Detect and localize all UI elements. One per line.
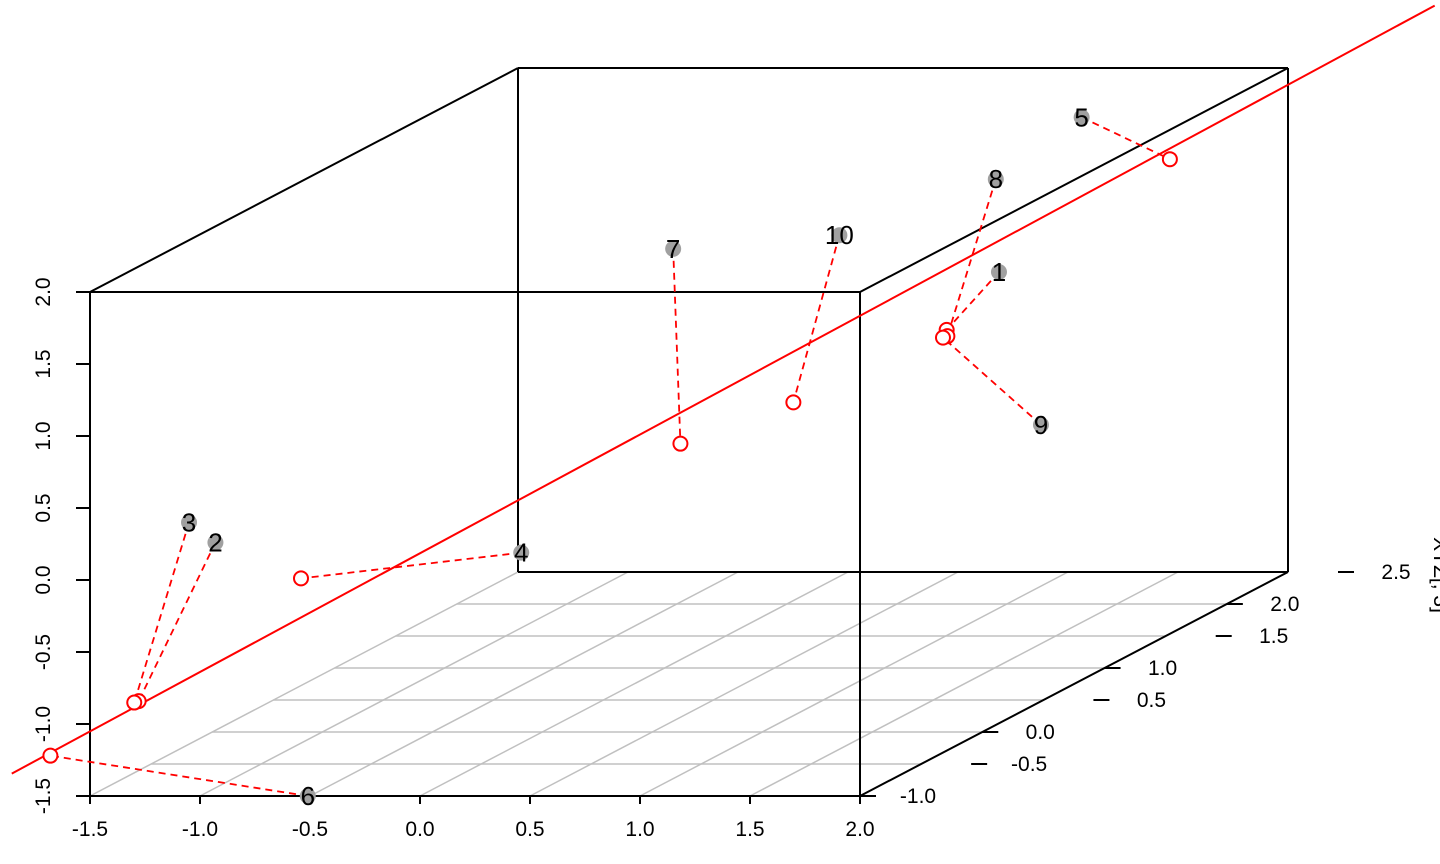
- fitted-points: [42, 151, 1178, 764]
- data-point: [1032, 416, 1049, 433]
- grid-line-x: [749, 571, 1179, 797]
- data-point: [207, 534, 224, 551]
- z-tick-label: 1.5: [32, 349, 55, 378]
- y-tick-label: 0.0: [1026, 721, 1055, 744]
- fitted-point: [785, 394, 802, 411]
- y-tick-label: 2.5: [1381, 561, 1410, 584]
- point-label: 3: [182, 507, 196, 537]
- y-tick-label: 1.5: [1259, 625, 1288, 648]
- point-label: 7: [666, 234, 680, 264]
- grid-line-x: [199, 571, 629, 797]
- y-tick-label: 1.0: [1148, 657, 1177, 680]
- fitted-point: [934, 329, 951, 346]
- box-edge: [89, 67, 519, 293]
- y-tick-label: 0.5: [1137, 689, 1166, 712]
- fitted-point: [42, 747, 59, 764]
- grid-line-x: [89, 571, 519, 797]
- data-point: [181, 514, 198, 531]
- grid-line-x: [529, 571, 959, 797]
- point-label: 2: [208, 528, 222, 558]
- xy-grid: [89, 571, 1289, 797]
- residual-segment: [137, 542, 217, 702]
- y-tick-label: -1.0: [900, 785, 936, 808]
- axes: -1.5 -1.0 -0.5 0.0 0.5 1.0 1.5 2.0 -1.5 -1.0 -0.5 0…: [32, 277, 1411, 841]
- data-point: [513, 544, 530, 561]
- box-edge: [859, 67, 1289, 293]
- x-tick-label: 0.5: [515, 818, 544, 841]
- residual-segment: [942, 336, 1042, 426]
- z-tick-label: 1.0: [32, 421, 55, 450]
- x-tick-label: 1.0: [625, 818, 654, 841]
- point-label: 9: [1034, 410, 1048, 440]
- y-tick-label: -0.5: [1011, 753, 1047, 776]
- x-tick-label: 0.0: [405, 818, 434, 841]
- fit-line: [11, 4, 1436, 775]
- data-point: [1073, 109, 1090, 126]
- residual-segment: [946, 178, 997, 337]
- data-point: [831, 227, 848, 244]
- z-tick-label: 0.0: [32, 565, 55, 594]
- fitted-point: [1161, 151, 1178, 168]
- z-tick-label: 0.5: [32, 493, 55, 522]
- data-points: [181, 109, 1090, 804]
- residual-segment: [133, 522, 190, 703]
- point-label: 1: [992, 257, 1006, 287]
- data-point: [665, 240, 682, 257]
- grid-line-x: [309, 571, 739, 797]
- grid-line-x: [639, 571, 1069, 797]
- fitted-point: [126, 694, 143, 711]
- y-tick-label: 2.0: [1270, 593, 1299, 616]
- x-tick-label: -0.5: [292, 818, 328, 841]
- data-point: [299, 788, 316, 804]
- residual-segment: [300, 551, 522, 580]
- residual-segment: [1081, 116, 1171, 161]
- point-label: 10: [825, 220, 854, 250]
- x-tick-label: 1.5: [735, 818, 764, 841]
- fitted-point: [293, 570, 309, 587]
- fitted-point: [672, 435, 689, 452]
- x-tick-label: 2.0: [845, 818, 874, 841]
- box-edge: [859, 571, 1289, 797]
- z-axis-label: XYZ[, 3]: [1429, 537, 1440, 613]
- x-tick-label: -1.0: [182, 818, 218, 841]
- residual-segment: [672, 248, 682, 444]
- z-tick-label: 2.0: [32, 277, 55, 306]
- x-tick-label: -1.5: [72, 818, 108, 841]
- residual-segments: [50, 116, 1171, 797]
- plot-box: [89, 67, 1289, 797]
- fit-line-group: [11, 4, 1436, 775]
- residual-segment: [792, 234, 841, 403]
- data-point: [990, 264, 1007, 280]
- point-label: 4: [514, 538, 528, 568]
- point-label: 8: [989, 164, 1003, 194]
- residual-segment: [945, 271, 1000, 331]
- grid-line-x: [419, 571, 849, 797]
- z-tick-label: -1.0: [32, 706, 55, 742]
- point-label: 5: [1074, 102, 1088, 132]
- data-point: [987, 171, 1004, 188]
- z-tick-label: -1.5: [32, 778, 55, 814]
- z-tick-label: -0.5: [32, 634, 55, 670]
- residual-segment: [50, 754, 308, 797]
- point-label: 6: [301, 781, 315, 811]
